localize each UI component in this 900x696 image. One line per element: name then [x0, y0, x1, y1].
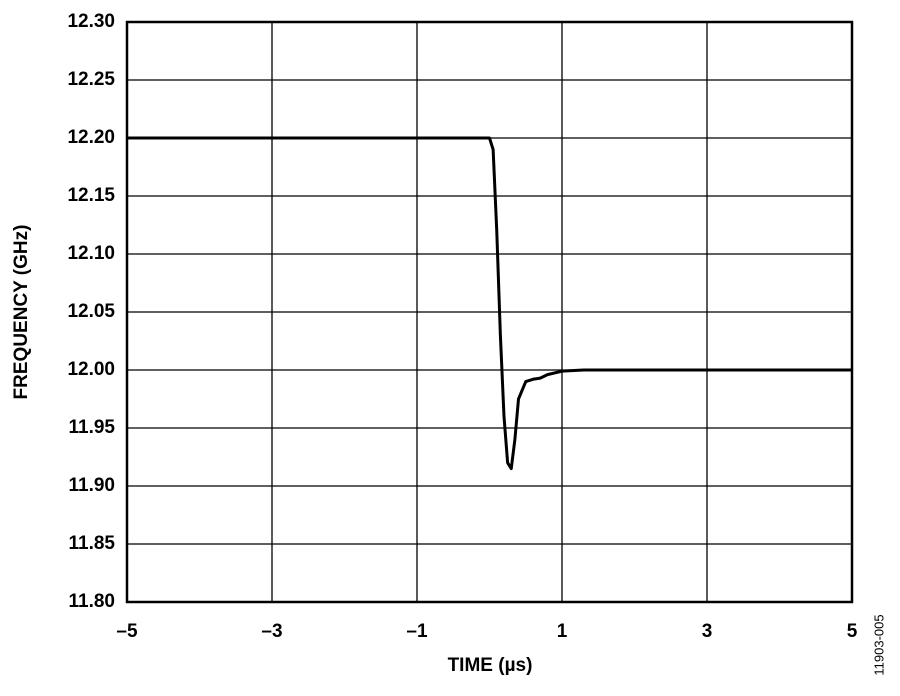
x-tick-label: –5 [116, 621, 138, 642]
y-tick-label: 11.80 [69, 591, 116, 612]
y-tick-label: 12.30 [67, 11, 115, 32]
y-tick-label: 11.95 [69, 417, 116, 438]
figure-id: 11903-005 [871, 614, 886, 675]
x-tick-label: –3 [261, 621, 282, 642]
y-tick-label: 12.20 [67, 127, 115, 148]
y-tick-label: 12.15 [67, 185, 115, 206]
y-tick-label: 12.00 [67, 359, 115, 380]
y-tick-label: 11.90 [69, 475, 116, 496]
y-tick-label: 12.25 [67, 69, 115, 90]
x-tick-label: 3 [702, 621, 713, 642]
data-line [127, 136, 852, 471]
x-tick-label: 5 [847, 621, 858, 642]
plot-frame [125, 20, 854, 604]
y-tick-label: 11.85 [69, 533, 116, 554]
x-tick-label: 1 [557, 621, 568, 642]
y-axis-title: FREQUENCY (GHz) [11, 225, 32, 400]
y-tick-label: 12.05 [67, 301, 115, 322]
y-tick-label: 12.10 [67, 243, 115, 264]
x-axis-title: TIME (µs) [448, 655, 533, 676]
x-tick-label: –1 [406, 621, 428, 642]
